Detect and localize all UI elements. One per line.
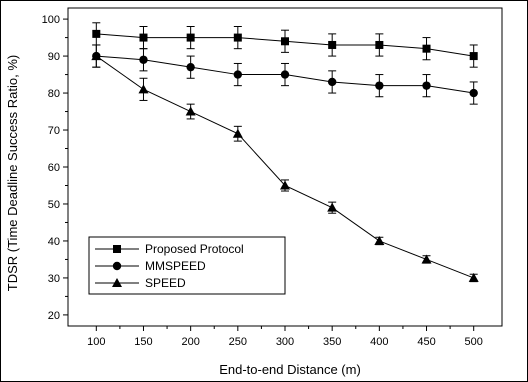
legend-marker-circle	[113, 262, 121, 270]
data-point-square	[470, 52, 478, 60]
y-axis-label: TDSR (Time Deadline Success Ratio, %)	[5, 55, 20, 291]
x-tick-label: 400	[370, 336, 388, 348]
x-tick-label: 250	[229, 336, 247, 348]
legend-label: MMSPEED	[145, 259, 206, 273]
y-tick-label: 20	[48, 310, 60, 322]
legend-label: SPEED	[145, 276, 186, 290]
data-point-square	[92, 30, 100, 38]
data-point-square	[281, 37, 289, 45]
data-point-square	[375, 41, 383, 49]
x-tick-label: 300	[276, 336, 294, 348]
data-point-circle	[328, 78, 336, 86]
x-axis-label: End-to-end Distance (m)	[219, 362, 361, 377]
y-tick-label: 80	[48, 88, 60, 100]
x-tick-label: 200	[181, 336, 199, 348]
y-tick-label: 40	[48, 236, 60, 248]
x-tick-label: 500	[465, 336, 483, 348]
x-tick-label: 450	[417, 336, 435, 348]
data-point-circle	[186, 63, 194, 71]
legend: Proposed Protocol MMSPEED SPEED	[89, 237, 285, 294]
data-point-square	[328, 41, 336, 49]
data-point-square	[187, 34, 195, 42]
data-point-circle	[422, 81, 430, 89]
x-tick-label: 350	[323, 336, 341, 348]
data-point-square	[234, 34, 242, 42]
y-tick-label: 70	[48, 125, 60, 137]
y-tick-label: 90	[48, 51, 60, 63]
y-tick-label: 50	[48, 199, 60, 211]
data-point-square	[423, 45, 431, 53]
data-point-circle	[375, 81, 383, 89]
y-tick-label: 100	[42, 14, 60, 26]
data-point-circle	[281, 70, 289, 78]
data-point-circle	[234, 70, 242, 78]
y-tick-label: 60	[48, 162, 60, 174]
data-point-circle	[469, 89, 477, 97]
x-tick-label: 150	[134, 336, 152, 348]
data-point-circle	[139, 56, 147, 64]
y-tick-label: 30	[48, 273, 60, 285]
x-tick-label: 100	[87, 336, 105, 348]
legend-label: Proposed Protocol	[145, 242, 244, 256]
legend-marker-square	[113, 245, 121, 253]
data-point-square	[139, 34, 147, 42]
